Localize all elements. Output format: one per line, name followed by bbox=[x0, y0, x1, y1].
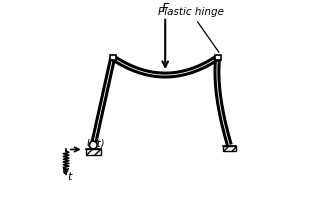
Text: t: t bbox=[68, 172, 72, 182]
Text: Plastic hinge: Plastic hinge bbox=[157, 7, 224, 52]
Text: F: F bbox=[162, 2, 169, 15]
Circle shape bbox=[90, 141, 97, 149]
Bar bbox=[110, 55, 116, 60]
Text: U(t): U(t) bbox=[86, 139, 105, 149]
Bar bbox=[223, 146, 236, 151]
Bar bbox=[86, 150, 101, 155]
Bar bbox=[215, 55, 220, 60]
